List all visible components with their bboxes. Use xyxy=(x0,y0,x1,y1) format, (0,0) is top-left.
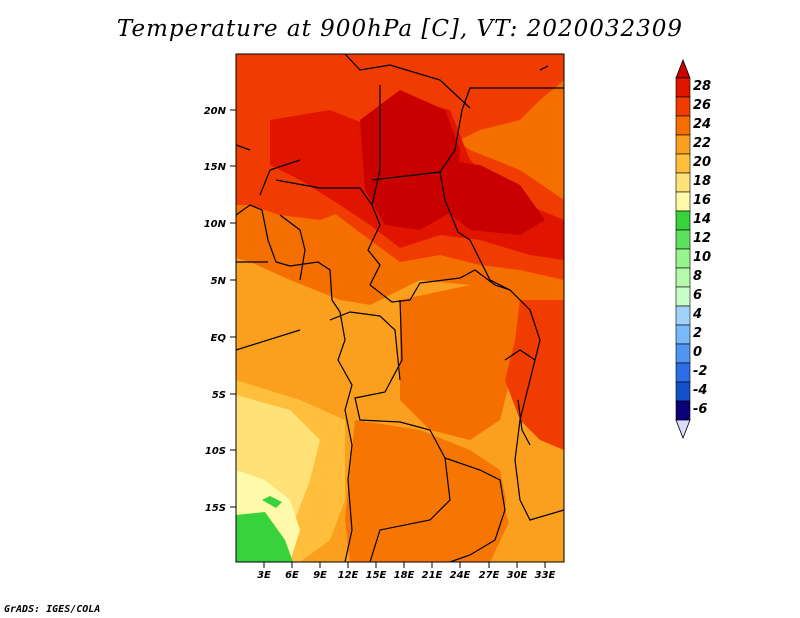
colorbar-swatch xyxy=(675,229,691,250)
colorbar-labels: 28 26 24 22 20 18 16 14 12 10 8 6 4 2 0 … xyxy=(692,79,711,417)
latitude-axis: 20N 15N 10N 5N EQ 5S 10S 15S xyxy=(204,106,236,514)
colorbar-label: -4 xyxy=(693,383,707,398)
colorbar-label: 6 xyxy=(693,288,702,303)
colorbar-swatch xyxy=(675,134,691,155)
lon-label: 27E xyxy=(479,570,500,581)
colorbar-swatch xyxy=(675,305,691,326)
lon-label: 3E xyxy=(257,570,271,581)
grads-credit: GrADS: IGES/COLA xyxy=(4,604,101,615)
colorbar-swatch xyxy=(675,191,691,212)
colorbar xyxy=(675,58,691,440)
boundaries xyxy=(236,54,564,562)
colorbar-swatch xyxy=(675,286,691,307)
colorbar-label: 28 xyxy=(693,79,711,94)
colorbar-label: -2 xyxy=(693,364,707,379)
colorbar-label: 22 xyxy=(693,136,711,151)
lon-label: 21E xyxy=(422,570,443,581)
colorbar-swatch xyxy=(675,115,691,136)
colorbar-label: 16 xyxy=(693,193,711,208)
colorbar-swatch xyxy=(675,381,691,402)
lon-label: 18E xyxy=(394,570,415,581)
lon-label: 24E xyxy=(450,570,471,581)
map-frame xyxy=(235,53,565,563)
lat-label: 5S xyxy=(212,390,226,401)
colorbar-swatch xyxy=(675,362,691,383)
colorbar-label: 12 xyxy=(693,231,711,246)
colorbar-swatch xyxy=(675,210,691,231)
colorbar-arrow-bottom xyxy=(675,419,691,440)
lon-label: 30E xyxy=(507,570,528,581)
colorbar-label: 10 xyxy=(693,250,711,265)
colorbar-label: 24 xyxy=(693,117,711,132)
colorbar-swatch xyxy=(675,77,691,98)
colorbar-swatch xyxy=(675,400,691,421)
colorbar-arrow-top xyxy=(675,58,691,79)
colorbar-swatch xyxy=(675,153,691,174)
colorbar-label: 0 xyxy=(693,345,702,360)
colorbar-swatch xyxy=(675,267,691,288)
lat-label: 5N xyxy=(211,276,227,287)
lat-label: 20N xyxy=(204,106,227,117)
lon-label: 15E xyxy=(366,570,387,581)
colorbar-label: 14 xyxy=(693,212,711,227)
colorbar-swatch xyxy=(675,96,691,117)
colorbar-swatch xyxy=(675,248,691,269)
colorbar-swatch xyxy=(675,172,691,193)
lat-label: 10S xyxy=(205,446,226,457)
lon-label: 33E xyxy=(535,570,556,581)
lon-label: 9E xyxy=(313,570,327,581)
colorbar-swatch xyxy=(675,324,691,345)
colorbar-label: 18 xyxy=(693,174,711,189)
colorbar-label: 26 xyxy=(693,98,711,113)
colorbar-swatch xyxy=(675,343,691,364)
chart-title: Temperature at 900hPa [C], VT: 202003230… xyxy=(116,16,684,42)
colorbar-label: 20 xyxy=(693,155,711,170)
colorbar-label: 4 xyxy=(692,307,702,322)
colorbar-label: -6 xyxy=(693,402,707,417)
colorbar-label: 2 xyxy=(693,326,702,341)
lon-label: 6E xyxy=(285,570,299,581)
lat-label: 15S xyxy=(205,503,226,514)
colorbar-label: 8 xyxy=(693,269,702,284)
lat-label: 10N xyxy=(204,219,227,230)
longitude-axis: 3E 6E 9E 12E 15E 18E 21E 24E 27E 30E 33E xyxy=(257,562,556,581)
lat-label: EQ xyxy=(211,333,227,344)
lat-label: 15N xyxy=(204,162,227,173)
lon-label: 12E xyxy=(338,570,359,581)
